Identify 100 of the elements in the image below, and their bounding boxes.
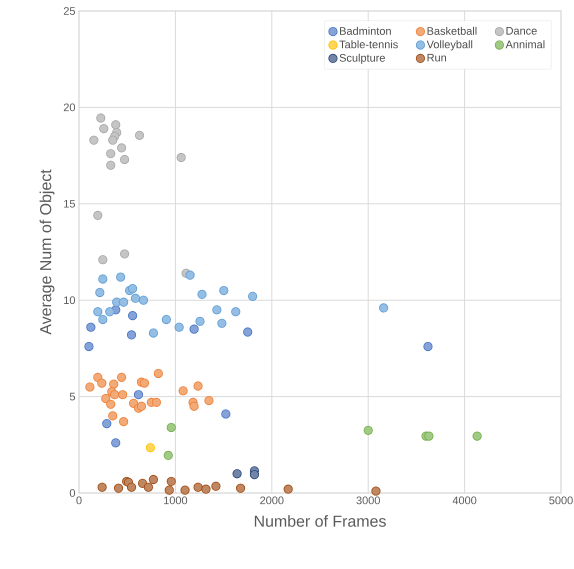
- point: [424, 432, 434, 441]
- point: [211, 482, 220, 491]
- point: [134, 130, 144, 140]
- point: [134, 390, 144, 400]
- point: [204, 396, 214, 406]
- point: [138, 296, 148, 305]
- point: [154, 368, 163, 378]
- legend-label: Dance: [506, 27, 537, 35]
- point: [371, 486, 381, 496]
- point: [146, 443, 156, 452]
- point: [86, 322, 96, 332]
- point: [126, 330, 136, 340]
- x-tick-label: 1000: [164, 496, 188, 504]
- point: [130, 294, 140, 303]
- point: [106, 400, 116, 409]
- point: [190, 402, 199, 411]
- point: [164, 486, 174, 495]
- point: [221, 409, 230, 419]
- point: [118, 390, 128, 400]
- point: [162, 314, 171, 324]
- point: [190, 324, 199, 334]
- point: [472, 432, 482, 441]
- legend-label: Basketball: [428, 26, 476, 35]
- point: [114, 484, 124, 493]
- point: [97, 378, 106, 388]
- point: [379, 303, 388, 313]
- point: [105, 307, 114, 316]
- point: [236, 484, 246, 493]
- point: [98, 482, 107, 492]
- y-axis-title: Average Num of Object: [40, 169, 54, 335]
- point: [120, 154, 130, 164]
- point: [178, 386, 188, 396]
- x-tick-label: 0: [76, 496, 82, 504]
- legend-label: Volleyball: [426, 40, 472, 50]
- point: [98, 314, 108, 324]
- legend-label: Sculpture: [340, 54, 385, 64]
- y-tick-label: 15: [64, 200, 76, 208]
- point: [120, 249, 130, 259]
- point: [119, 417, 128, 426]
- point: [364, 426, 373, 435]
- point: [232, 469, 242, 478]
- point: [108, 411, 118, 420]
- point: [164, 450, 173, 460]
- point: [152, 398, 162, 407]
- point: [176, 152, 186, 162]
- point: [106, 149, 116, 158]
- legend-label: Run: [428, 54, 446, 62]
- point: [231, 307, 240, 316]
- point: [243, 327, 252, 337]
- y-tick-label: 25: [64, 7, 76, 15]
- point: [111, 120, 120, 130]
- point: [423, 342, 433, 352]
- x-tick-label: 4000: [452, 496, 476, 504]
- point: [128, 284, 138, 294]
- point: [144, 482, 154, 492]
- legend-label: Table-tennis: [339, 40, 398, 48]
- point: [212, 305, 222, 314]
- point: [136, 402, 146, 411]
- point: [110, 390, 120, 400]
- point: [96, 113, 106, 123]
- point: [217, 318, 226, 328]
- point: [89, 136, 98, 145]
- y-tick-label: 0: [70, 489, 76, 497]
- point: [284, 484, 293, 494]
- point: [116, 272, 126, 282]
- point: [102, 418, 112, 428]
- point: [84, 342, 94, 352]
- point: [98, 274, 108, 284]
- point: [108, 136, 118, 145]
- point: [93, 210, 102, 220]
- point: [250, 470, 260, 480]
- point: [185, 270, 195, 280]
- point: [166, 422, 176, 432]
- point: [111, 438, 120, 448]
- legend-label: Annimal: [506, 40, 544, 48]
- point: [109, 379, 118, 389]
- y-tick-label: 20: [64, 104, 76, 112]
- point: [85, 382, 94, 392]
- point: [117, 143, 126, 152]
- point: [166, 476, 176, 486]
- point: [180, 486, 190, 495]
- point: [119, 298, 128, 307]
- point: [117, 372, 126, 382]
- x-axis-title: Number of Frames: [254, 515, 386, 527]
- y-tick-label: 10: [64, 296, 76, 304]
- legend-label: Badminton: [340, 26, 391, 35]
- point: [201, 484, 211, 494]
- point: [197, 290, 207, 300]
- point: [128, 311, 138, 320]
- y-tick-label: 5: [70, 392, 76, 400]
- point: [193, 482, 203, 492]
- point: [219, 286, 228, 296]
- point: [101, 394, 110, 404]
- point: [98, 255, 108, 264]
- point: [148, 328, 158, 338]
- point: [126, 482, 136, 492]
- point: [174, 322, 184, 332]
- x-tick-label: 2000: [260, 496, 284, 504]
- x-tick-label: 5000: [549, 496, 573, 504]
- x-tick-label: 3000: [356, 496, 380, 504]
